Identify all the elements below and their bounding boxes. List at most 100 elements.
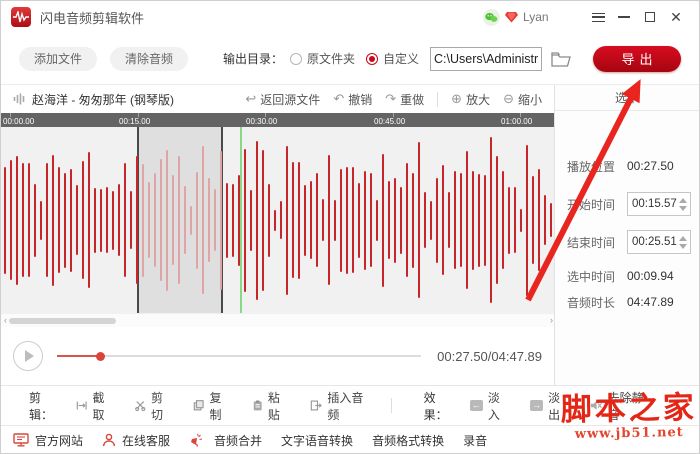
zoom-in-icon: ⊕ [451,91,463,106]
audio-merge-link[interactable]: 音频合并 [189,432,262,449]
wave-bar [394,178,396,263]
step-down-icon[interactable] [679,205,687,211]
selection-panel: 选中 播放位置 00:27.50 开始时间 00:15.57 结束时间 00 [554,85,699,385]
paste-button[interactable]: 粘贴 [252,389,289,423]
wave-bar [388,181,390,259]
track-name: 赵海洋 - 匆匆那年 (钢琴版) [32,92,174,107]
maximize-icon[interactable] [637,4,663,30]
end-time-row: 结束时间 00:25.51 [567,229,691,255]
remove-silence-button[interactable]: 去除静音 [590,389,650,423]
end-time-stepper[interactable]: 00:25.51 [627,230,691,254]
clear-audio-button[interactable]: 清除音频 [110,46,189,71]
record-link[interactable]: 录音 [463,433,488,448]
wave-bar [382,154,384,287]
wave-bar [232,184,234,257]
back-to-source-button[interactable]: ↩ 返回源文件 [245,91,321,107]
horizontal-scrollbar[interactable]: ‹ › [1,313,554,327]
radio-custom-label[interactable]: 自定义 [382,52,419,66]
seek-bar[interactable] [57,351,422,361]
scissors-icon [134,401,145,412]
wave-bar [70,169,72,272]
radio-original-folder-label[interactable]: 原文件夹 [306,52,355,66]
window-controls: ✕ [585,4,689,30]
ruler-tick [138,113,139,117]
monitor-icon [13,433,29,447]
insert-audio-button[interactable]: 插入音频 [310,389,370,423]
wave-bar [478,174,480,267]
play-button[interactable] [13,341,43,371]
wave-bar [316,173,318,267]
paste-icon [253,400,262,411]
wave-bar [4,167,6,274]
file-toolbar: 添加文件 清除音频 输出目录： 原文件夹 自定义 C:\Users\Admini… [1,33,699,85]
close-icon[interactable]: ✕ [670,9,682,25]
zoom-out-button[interactable]: ⊖ 缩小 [503,91,542,107]
ruler-label: 00:00.00 [3,117,35,126]
text-to-speech-link[interactable]: 文字语音转换 [281,433,354,448]
step-up-icon[interactable] [679,197,687,203]
wave-bar [508,187,510,254]
add-file-button[interactable]: 添加文件 [19,46,98,71]
export-button[interactable]: 导出 [593,45,681,72]
wave-bar [142,164,144,277]
wave-bar [490,137,492,303]
scroll-right-icon[interactable]: › [550,315,553,325]
official-website-link[interactable]: 官方网站 [13,432,83,449]
track-bar: 赵海洋 - 匆匆那年 (钢琴版) ↩ 返回源文件 ↶ 撤销 ↷ 重做 ⊕ 放大 ⊖ 缩小 [1,85,554,113]
fade-in-button[interactable]: ← 淡入 [469,389,509,423]
timeline-ruler[interactable]: 00:00.00 00:15.00 00:30.00 00:45.00 01:0… [1,113,554,127]
step-down-icon[interactable] [679,243,687,249]
person-icon [102,433,116,447]
wave-bar [520,209,522,232]
trim-button[interactable]: 截取 [76,389,113,423]
cut-button[interactable]: 剪切 [134,389,172,423]
undo-icon: ↶ [333,91,345,106]
wave-bar [238,175,240,266]
seek-handle[interactable] [96,351,105,361]
play-icon [25,350,34,362]
wave-bar [58,167,60,273]
panel-body: 播放位置 00:27.50 开始时间 00:15.57 结束时间 00:25.5… [555,111,699,327]
undo-button[interactable]: ↶ 撤销 [333,91,373,107]
trim-icon [76,401,87,410]
wave-bar [502,171,504,269]
wave-bar [340,169,342,272]
output-path-input[interactable]: C:\Users\Administr [430,46,542,71]
copy-button[interactable]: 复制 [193,389,230,423]
radio-custom[interactable] [365,52,378,65]
radio-original-folder[interactable] [289,52,302,65]
audio-format-convert-link[interactable]: 音频格式转换 [372,433,445,448]
app-title: 闪电音频剪辑软件 [40,10,145,26]
wave-bar [88,152,90,288]
menu-icon[interactable] [585,4,611,30]
wave-bar [406,163,408,277]
user-account[interactable]: Lyan [483,1,549,33]
fade-out-button[interactable]: → 淡出 [530,389,569,423]
wave-bar [124,163,126,277]
wave-bar [10,160,12,280]
ruler-label: 01:00.00 [501,117,533,126]
scroll-left-icon[interactable]: ‹ [4,315,7,325]
redo-button[interactable]: ↷ 重做 [385,91,425,107]
browse-folder-icon[interactable] [551,51,572,67]
minimize-icon[interactable] [611,4,637,30]
scrollbar-thumb[interactable] [9,318,116,324]
back-arrow-icon: ↩ [245,91,257,106]
editor-column: 赵海洋 - 匆匆那年 (钢琴版) ↩ 返回源文件 ↶ 撤销 ↷ 重做 ⊕ 放大 ⊖ 缩小 … [1,85,554,385]
online-support-link[interactable]: 在线客服 [102,432,170,449]
wave-bar [16,156,18,285]
wave-bar [76,185,78,255]
zoom-in-button[interactable]: ⊕ 放大 [451,91,491,107]
playback-bar: 00:27.50/04:47.89 [1,327,554,385]
wave-bar [154,173,156,267]
horn-icon [191,433,203,447]
wave-bar [184,186,186,254]
wave-bar [28,163,30,277]
waveform[interactable] [1,127,554,313]
selected-duration-value: 00:09.94 [627,269,674,283]
start-time-stepper[interactable]: 00:15.57 [627,192,691,216]
step-up-icon[interactable] [679,235,687,241]
wave-bar [166,150,168,291]
wave-bar [262,150,264,291]
